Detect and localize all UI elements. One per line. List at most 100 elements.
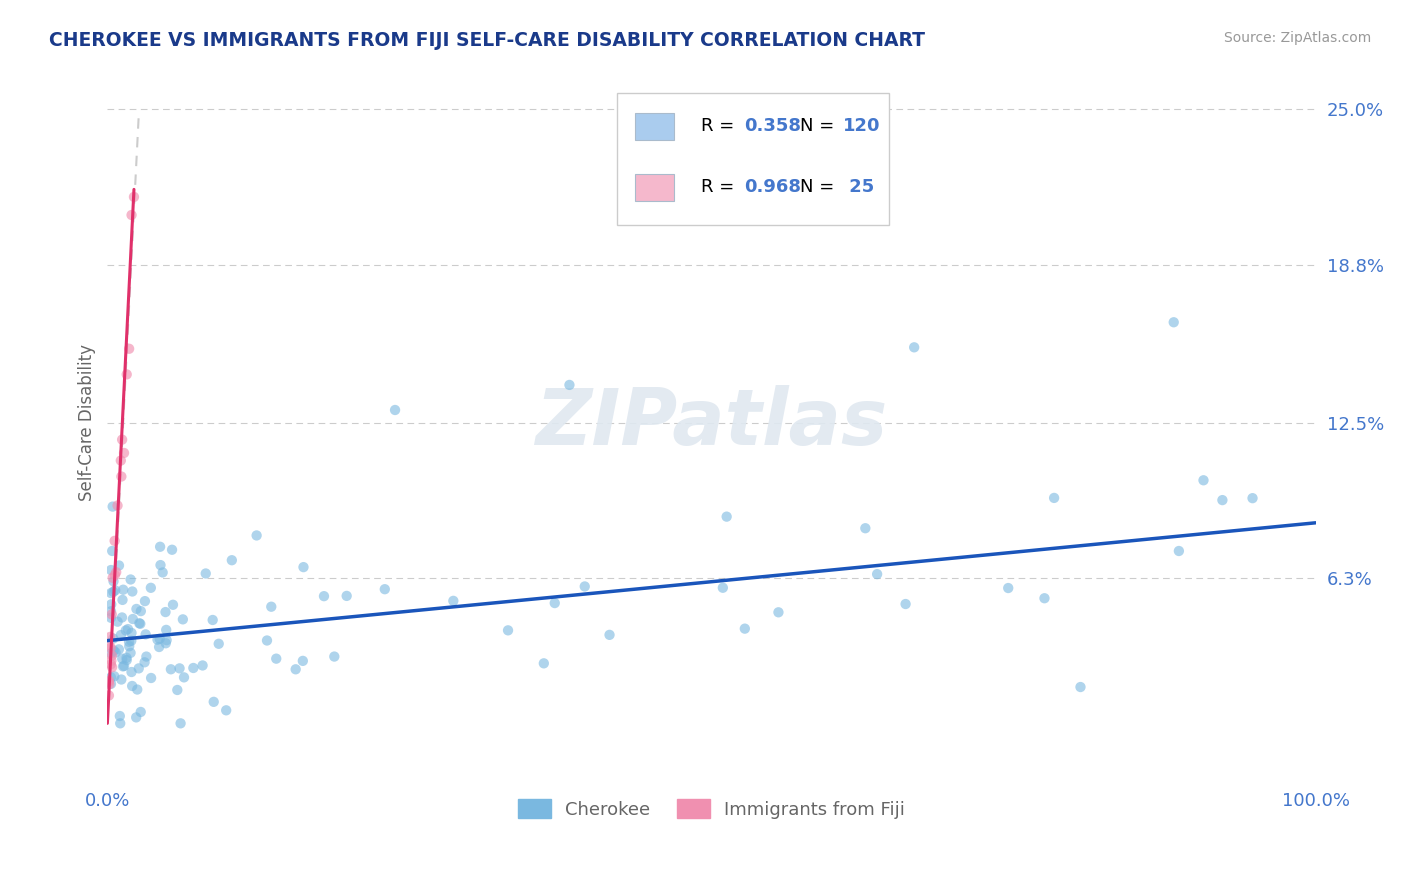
Point xyxy=(169,716,191,731)
Point xyxy=(284,662,307,676)
Point xyxy=(155,623,177,637)
Point xyxy=(134,655,156,669)
Point xyxy=(104,583,127,598)
Point xyxy=(100,654,122,668)
Point xyxy=(98,638,121,652)
Point xyxy=(115,653,138,667)
Point xyxy=(129,604,152,618)
Point xyxy=(221,553,243,567)
Point xyxy=(336,589,359,603)
Text: N =: N = xyxy=(800,118,839,136)
Point xyxy=(260,599,283,614)
Point xyxy=(103,584,125,599)
Point xyxy=(169,661,191,675)
Text: 25: 25 xyxy=(844,178,875,196)
Point xyxy=(134,594,156,608)
Point xyxy=(128,661,150,675)
Point xyxy=(264,651,287,665)
Point xyxy=(173,670,195,684)
Point xyxy=(105,565,128,579)
Point xyxy=(148,640,170,654)
Point xyxy=(100,604,122,618)
Point xyxy=(103,643,125,657)
Point xyxy=(129,616,152,631)
Point xyxy=(110,469,132,483)
Point xyxy=(104,533,127,548)
Point xyxy=(120,646,142,660)
Point xyxy=(129,705,152,719)
Point xyxy=(107,499,129,513)
Point xyxy=(201,613,224,627)
Point xyxy=(97,673,120,688)
Point xyxy=(103,632,125,646)
Point xyxy=(155,636,177,650)
Point xyxy=(202,695,225,709)
Point xyxy=(104,568,127,582)
Point xyxy=(110,628,132,642)
Point xyxy=(135,649,157,664)
Point xyxy=(103,669,125,683)
Point xyxy=(100,657,122,672)
Point xyxy=(711,581,734,595)
Point xyxy=(183,661,205,675)
Point xyxy=(103,574,125,589)
Text: Source: ZipAtlas.com: Source: ZipAtlas.com xyxy=(1223,31,1371,45)
Point xyxy=(117,622,139,636)
Point xyxy=(160,662,183,676)
Point xyxy=(108,642,131,657)
Point xyxy=(100,607,122,622)
Point xyxy=(121,612,143,626)
Point xyxy=(246,528,269,542)
Text: 0.968: 0.968 xyxy=(744,178,801,196)
Point xyxy=(100,611,122,625)
Point xyxy=(166,683,188,698)
Point xyxy=(384,403,406,417)
Point xyxy=(208,637,231,651)
Point xyxy=(100,670,122,684)
Point xyxy=(100,677,122,691)
Point xyxy=(118,639,141,653)
Point xyxy=(121,679,143,693)
Point xyxy=(768,605,790,619)
Point xyxy=(139,671,162,685)
Point xyxy=(149,632,172,646)
Point xyxy=(111,593,134,607)
Point xyxy=(118,342,141,356)
Point xyxy=(121,584,143,599)
Legend: Cherokee, Immigrants from Fiji: Cherokee, Immigrants from Fiji xyxy=(510,792,912,826)
Point xyxy=(135,627,157,641)
FancyBboxPatch shape xyxy=(617,93,889,226)
Y-axis label: Self-Care Disability: Self-Care Disability xyxy=(79,344,96,501)
Text: 0.358: 0.358 xyxy=(744,118,801,136)
Point xyxy=(155,605,177,619)
Point xyxy=(256,633,278,648)
Point xyxy=(160,542,183,557)
Point xyxy=(100,598,122,612)
Point xyxy=(107,615,129,629)
Point xyxy=(125,710,148,724)
Point xyxy=(374,582,396,597)
Text: ZIPatlas: ZIPatlas xyxy=(536,384,887,460)
Point xyxy=(1033,591,1056,606)
Point xyxy=(101,660,124,674)
Point xyxy=(1192,473,1215,487)
Point xyxy=(558,378,581,392)
Point xyxy=(101,500,124,514)
Text: 120: 120 xyxy=(844,118,880,136)
Point xyxy=(111,610,134,624)
Point xyxy=(128,616,150,631)
Point xyxy=(121,665,143,679)
Point xyxy=(194,566,217,581)
Point xyxy=(162,598,184,612)
Point xyxy=(146,632,169,647)
Point xyxy=(110,673,132,687)
Point xyxy=(111,651,134,665)
Point xyxy=(139,581,162,595)
Point xyxy=(100,563,122,577)
Point xyxy=(853,521,876,535)
Point xyxy=(997,581,1019,595)
FancyBboxPatch shape xyxy=(636,112,675,140)
Point xyxy=(110,716,132,731)
Point xyxy=(172,612,194,626)
Point xyxy=(112,582,135,597)
